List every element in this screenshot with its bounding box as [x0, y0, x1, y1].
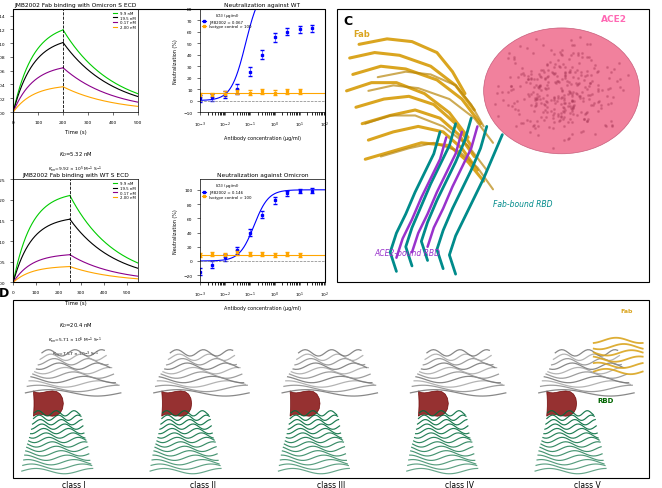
Legend: JMB2002 = 0.067, Isotype control > 100: JMB2002 = 0.067, Isotype control > 100 — [202, 12, 252, 30]
Ellipse shape — [484, 29, 639, 155]
Text: class II: class II — [190, 480, 216, 488]
Legend: 9.9 nM, 19.5 nM, 0.17 nM, 2.00 nM: 9.9 nM, 19.5 nM, 0.17 nM, 2.00 nM — [113, 182, 136, 200]
Text: class III: class III — [317, 480, 345, 488]
Text: C: C — [344, 15, 353, 28]
Y-axis label: Neutralization (%): Neutralization (%) — [173, 39, 178, 83]
Text: Fab: Fab — [620, 308, 633, 313]
X-axis label: Antibody concentration (µg/ml): Antibody concentration (µg/ml) — [224, 305, 301, 310]
Title: Neutralization against WT: Neutralization against WT — [224, 3, 301, 8]
Text: Fab-bound RBD: Fab-bound RBD — [493, 199, 553, 208]
Text: $K_{on}$=9.92 × 10$^5$ M$^{-1}$ S$^{-1}$: $K_{on}$=9.92 × 10$^5$ M$^{-1}$ S$^{-1}$ — [48, 164, 103, 174]
Polygon shape — [547, 391, 577, 416]
Title: JMB2002 Fab binding with Omicron S ECD: JMB2002 Fab binding with Omicron S ECD — [15, 3, 136, 8]
Text: D: D — [0, 286, 9, 300]
Legend: 9.9 nM, 19.5 nM, 0.17 nM, 2.00 nM: 9.9 nM, 19.5 nM, 0.17 nM, 2.00 nM — [113, 12, 136, 30]
Legend: JMB2002 = 0.146, Isotype control > 100: JMB2002 = 0.146, Isotype control > 100 — [202, 182, 252, 200]
Polygon shape — [162, 391, 192, 416]
Polygon shape — [290, 391, 320, 416]
X-axis label: Antibody concentration (µg/ml): Antibody concentration (µg/ml) — [224, 135, 301, 140]
Y-axis label: Neutralization (%): Neutralization (%) — [173, 209, 178, 254]
Polygon shape — [418, 391, 448, 416]
Text: ACE2: ACE2 — [601, 15, 627, 24]
X-axis label: Time (s): Time (s) — [65, 300, 87, 305]
Text: ACE2-bound RBD: ACE2-bound RBD — [375, 248, 441, 258]
Title: Neutralization against Omicron: Neutralization against Omicron — [216, 173, 308, 178]
Title: JMB2002 Fab binding with WT S ECD: JMB2002 Fab binding with WT S ECD — [22, 173, 129, 178]
Text: $K_D$=20.4 nM: $K_D$=20.4 nM — [59, 320, 92, 329]
Text: class I: class I — [62, 480, 86, 488]
Text: $K_{on}$=5.71 × 10$^5$ M$^{-1}$ S$^{-1}$: $K_{on}$=5.71 × 10$^5$ M$^{-1}$ S$^{-1}$ — [48, 334, 103, 344]
Text: class IV: class IV — [445, 480, 474, 488]
Text: $K_D$=5.32 nM: $K_D$=5.32 nM — [59, 150, 92, 159]
Text: $K_{off}$=7.57 × 10$^{-3}$ S$^{-1}$: $K_{off}$=7.57 × 10$^{-3}$ S$^{-1}$ — [52, 348, 99, 358]
Text: RBD: RBD — [597, 397, 614, 403]
Text: $K_{off}$=5.28 × 10$^{-3}$ S$^{-1}$: $K_{off}$=5.28 × 10$^{-3}$ S$^{-1}$ — [52, 179, 99, 188]
Text: class V: class V — [574, 480, 601, 488]
Polygon shape — [33, 391, 64, 416]
X-axis label: Time (s): Time (s) — [65, 130, 87, 135]
Text: Fab: Fab — [353, 30, 369, 39]
